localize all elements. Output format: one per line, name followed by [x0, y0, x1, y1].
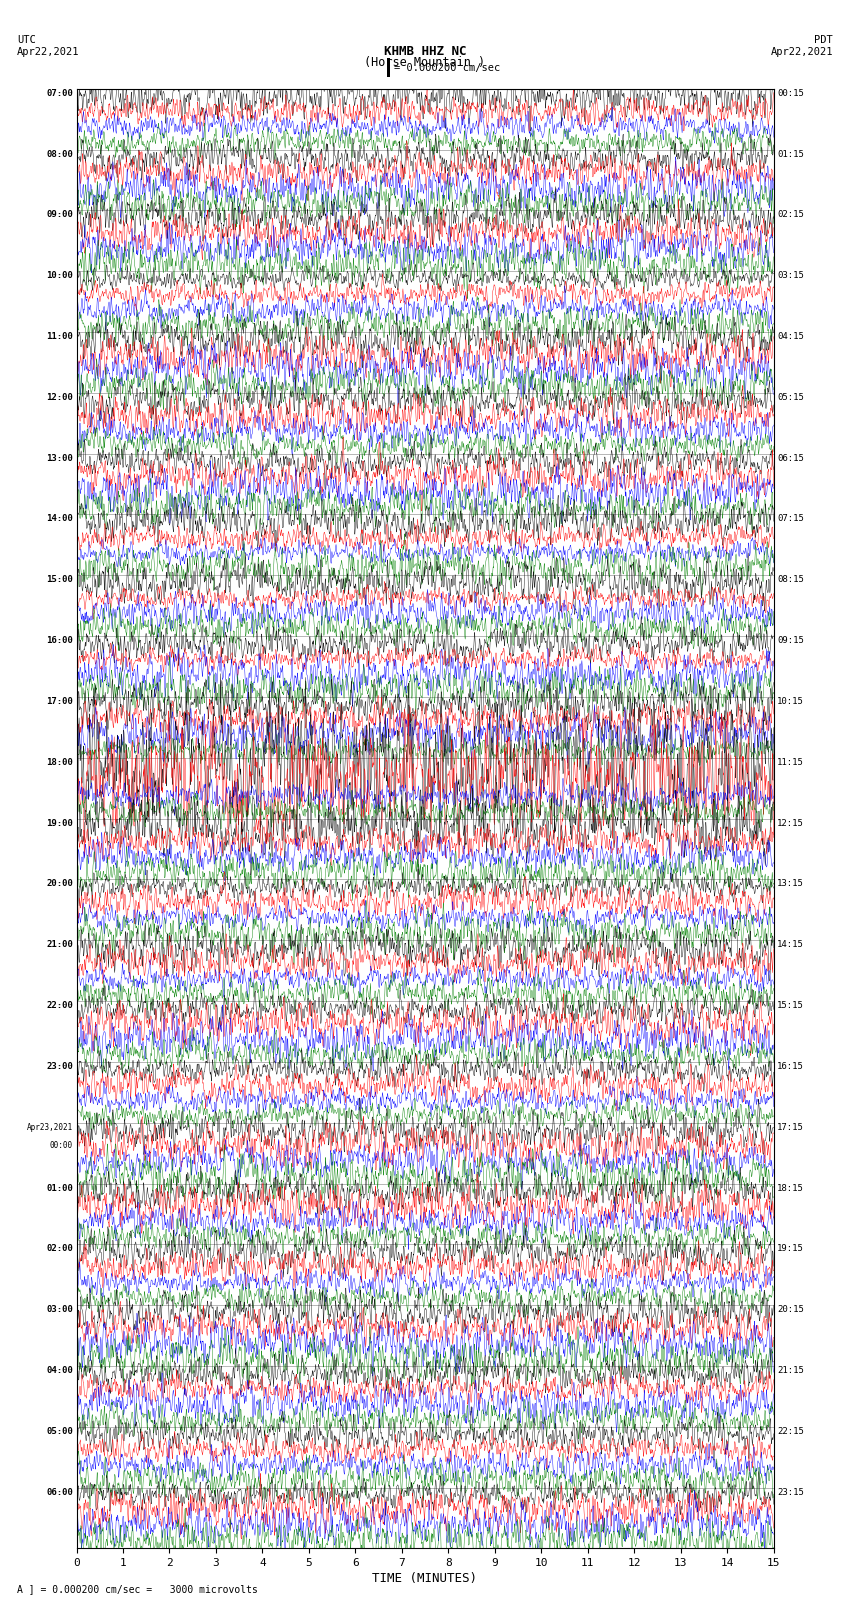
Text: 13:15: 13:15 — [777, 879, 804, 889]
Text: PDT: PDT — [814, 35, 833, 45]
Text: UTC: UTC — [17, 35, 36, 45]
Text: Apr23,2021: Apr23,2021 — [26, 1123, 73, 1132]
Text: 19:00: 19:00 — [46, 819, 73, 827]
Text: 16:00: 16:00 — [46, 636, 73, 645]
Text: 20:15: 20:15 — [777, 1305, 804, 1315]
Text: 23:00: 23:00 — [46, 1061, 73, 1071]
Text: 12:15: 12:15 — [777, 819, 804, 827]
Text: 02:00: 02:00 — [46, 1244, 73, 1253]
Text: 07:00: 07:00 — [46, 89, 73, 98]
Text: 07:15: 07:15 — [777, 515, 804, 524]
Text: 05:00: 05:00 — [46, 1428, 73, 1436]
Text: Apr22,2021: Apr22,2021 — [17, 47, 80, 56]
Text: 14:00: 14:00 — [46, 515, 73, 524]
Text: 13:00: 13:00 — [46, 453, 73, 463]
Text: 06:15: 06:15 — [777, 453, 804, 463]
Text: 05:15: 05:15 — [777, 394, 804, 402]
Text: 23:15: 23:15 — [777, 1487, 804, 1497]
X-axis label: TIME (MINUTES): TIME (MINUTES) — [372, 1573, 478, 1586]
Text: 00:00: 00:00 — [50, 1140, 73, 1150]
Text: 17:15: 17:15 — [777, 1123, 804, 1132]
Text: 09:15: 09:15 — [777, 636, 804, 645]
Text: A ] = 0.000200 cm/sec =   3000 microvolts: A ] = 0.000200 cm/sec = 3000 microvolts — [17, 1584, 258, 1594]
Text: 11:15: 11:15 — [777, 758, 804, 766]
Text: 10:15: 10:15 — [777, 697, 804, 706]
Text: 04:00: 04:00 — [46, 1366, 73, 1374]
Text: 19:15: 19:15 — [777, 1244, 804, 1253]
Text: 01:00: 01:00 — [46, 1184, 73, 1192]
Text: 02:15: 02:15 — [777, 210, 804, 219]
Text: 18:00: 18:00 — [46, 758, 73, 766]
Text: 10:00: 10:00 — [46, 271, 73, 281]
Text: 11:00: 11:00 — [46, 332, 73, 340]
Text: 22:15: 22:15 — [777, 1428, 804, 1436]
Text: 01:15: 01:15 — [777, 150, 804, 158]
Text: 17:00: 17:00 — [46, 697, 73, 706]
Text: 15:15: 15:15 — [777, 1002, 804, 1010]
Text: 03:15: 03:15 — [777, 271, 804, 281]
Text: = 0.000200 cm/sec: = 0.000200 cm/sec — [394, 63, 500, 73]
Text: 18:15: 18:15 — [777, 1184, 804, 1192]
Text: 21:15: 21:15 — [777, 1366, 804, 1374]
Text: 16:15: 16:15 — [777, 1061, 804, 1071]
Text: 22:00: 22:00 — [46, 1002, 73, 1010]
Text: Apr22,2021: Apr22,2021 — [770, 47, 833, 56]
Text: 03:00: 03:00 — [46, 1305, 73, 1315]
Text: 04:15: 04:15 — [777, 332, 804, 340]
Text: 00:15: 00:15 — [777, 89, 804, 98]
Text: 08:00: 08:00 — [46, 150, 73, 158]
Text: 12:00: 12:00 — [46, 394, 73, 402]
Text: (Horse Mountain ): (Horse Mountain ) — [365, 56, 485, 69]
Text: 09:00: 09:00 — [46, 210, 73, 219]
Text: 14:15: 14:15 — [777, 940, 804, 948]
Text: KHMB HHZ NC: KHMB HHZ NC — [383, 45, 467, 58]
Text: 20:00: 20:00 — [46, 879, 73, 889]
Text: 06:00: 06:00 — [46, 1487, 73, 1497]
Text: 08:15: 08:15 — [777, 576, 804, 584]
Text: 21:00: 21:00 — [46, 940, 73, 948]
Text: 15:00: 15:00 — [46, 576, 73, 584]
